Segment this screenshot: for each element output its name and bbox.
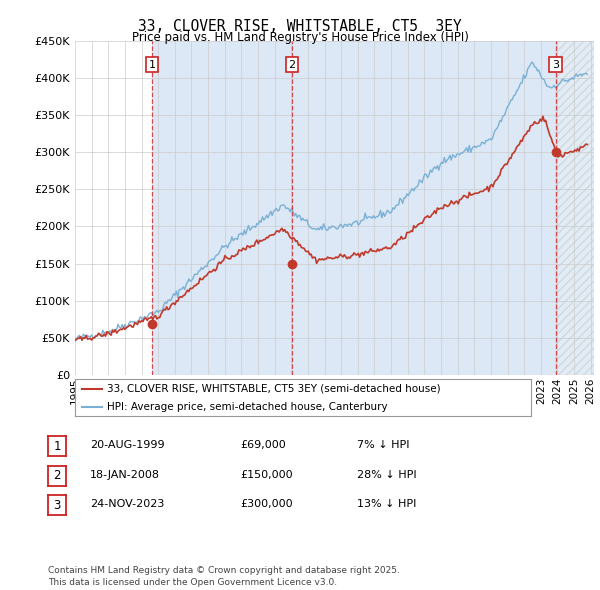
Text: 33, CLOVER RISE, WHITSTABLE, CT5  3EY: 33, CLOVER RISE, WHITSTABLE, CT5 3EY <box>138 19 462 34</box>
Text: HPI: Average price, semi-detached house, Canterbury: HPI: Average price, semi-detached house,… <box>107 402 388 412</box>
Text: 33, CLOVER RISE, WHITSTABLE, CT5 3EY (semi-detached house): 33, CLOVER RISE, WHITSTABLE, CT5 3EY (se… <box>107 384 440 394</box>
Text: 24-NOV-2023: 24-NOV-2023 <box>90 500 164 509</box>
Text: 18-JAN-2008: 18-JAN-2008 <box>90 470 160 480</box>
Text: 28% ↓ HPI: 28% ↓ HPI <box>357 470 416 480</box>
Text: £150,000: £150,000 <box>240 470 293 480</box>
Text: Price paid vs. HM Land Registry's House Price Index (HPI): Price paid vs. HM Land Registry's House … <box>131 31 469 44</box>
Text: 2: 2 <box>53 469 61 482</box>
Text: 1: 1 <box>53 440 61 453</box>
Text: £300,000: £300,000 <box>240 500 293 509</box>
Text: 7% ↓ HPI: 7% ↓ HPI <box>357 441 409 450</box>
Text: 20-AUG-1999: 20-AUG-1999 <box>90 441 164 450</box>
Bar <box>292 41 556 375</box>
Bar <box>152 41 292 375</box>
Text: 3: 3 <box>53 499 61 512</box>
Text: 2: 2 <box>289 60 296 70</box>
Text: £69,000: £69,000 <box>240 441 286 450</box>
Bar <box>556 41 594 375</box>
Text: 13% ↓ HPI: 13% ↓ HPI <box>357 500 416 509</box>
Text: 3: 3 <box>552 60 559 70</box>
Text: 1: 1 <box>149 60 155 70</box>
Text: Contains HM Land Registry data © Crown copyright and database right 2025.
This d: Contains HM Land Registry data © Crown c… <box>48 566 400 587</box>
